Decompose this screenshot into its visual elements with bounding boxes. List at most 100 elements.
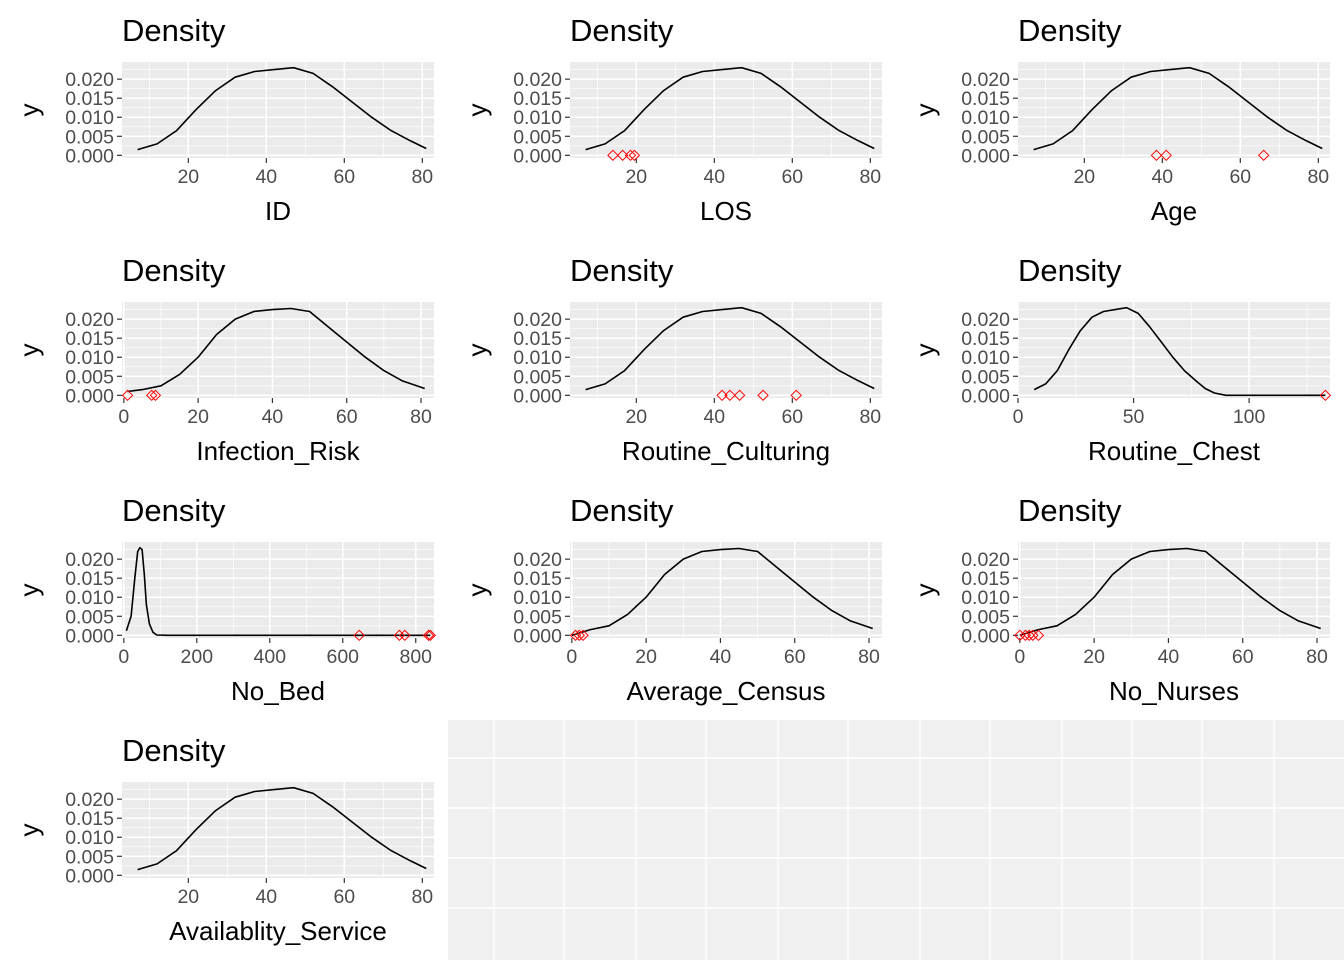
- x-tick-label: 100: [1233, 406, 1266, 428]
- x-tick-label: 400: [254, 646, 287, 668]
- outlier-marker: [724, 389, 736, 402]
- panel-background: [1018, 542, 1330, 638]
- x-axis-label: Infection_Risk: [196, 436, 360, 466]
- empty-panel-area: [448, 720, 1344, 960]
- outlier-marker: [1032, 629, 1045, 642]
- y-tick-label: 0.005: [65, 366, 114, 388]
- x-axis-label: ID: [265, 196, 291, 226]
- x-tick-label: 80: [411, 886, 433, 908]
- y-tick-label: 0.010: [513, 587, 562, 609]
- outlier-marker: [121, 389, 134, 402]
- outlier-marker: [1014, 629, 1026, 642]
- y-axis-label: y: [14, 824, 44, 837]
- x-tick-label: 60: [333, 886, 355, 908]
- x-tick-label: 40: [703, 166, 725, 188]
- y-tick-label: 0.015: [513, 328, 562, 350]
- density-line: [125, 546, 431, 637]
- panel-title: Density: [122, 13, 226, 48]
- outlier-marker: [1150, 149, 1163, 162]
- x-tick-label: 20: [187, 406, 209, 428]
- panel-background: [122, 302, 434, 398]
- y-tick-label: 0.010: [65, 347, 114, 369]
- x-tick-label: 60: [781, 406, 803, 428]
- panel-background: [122, 62, 434, 158]
- panel-background: [1018, 62, 1330, 158]
- x-tick-label: 20: [1083, 646, 1105, 668]
- x-tick-label: 40: [262, 406, 284, 428]
- x-tick-label: 80: [859, 406, 881, 428]
- x-tick-label: 20: [177, 166, 199, 188]
- y-tick-label: 0.010: [513, 107, 562, 129]
- y-tick-label: 0.015: [513, 568, 562, 590]
- y-axis-label: y: [14, 104, 44, 117]
- y-axis-label: y: [910, 104, 940, 117]
- x-tick-label: 20: [625, 406, 647, 428]
- x-tick-label: 60: [336, 406, 358, 428]
- y-tick-label: 0.005: [65, 606, 114, 628]
- x-tick-label: 80: [410, 406, 432, 428]
- y-tick-label: 0.010: [513, 347, 562, 369]
- x-tick-label: 0: [118, 646, 129, 668]
- outlier-marker: [716, 389, 728, 402]
- panel-background: [122, 542, 434, 638]
- y-tick-label: 0.020: [65, 549, 114, 571]
- panel-title: Density: [1018, 493, 1122, 528]
- outlier-marker: [353, 629, 365, 642]
- y-tick-label: 0.005: [65, 126, 114, 148]
- x-tick-label: 80: [859, 166, 881, 188]
- panel-title: Density: [1018, 253, 1122, 288]
- y-axis-label: y: [14, 584, 44, 597]
- panel-background: [570, 62, 882, 158]
- y-tick-label: 0.015: [65, 88, 114, 110]
- y-tick-label: 0.020: [513, 549, 562, 571]
- y-tick-label: 0.020: [513, 309, 562, 331]
- y-tick-label: 0.015: [961, 88, 1010, 110]
- y-tick-label: 0.000: [513, 625, 562, 647]
- x-tick-label: 80: [1307, 166, 1329, 188]
- x-tick-label: 80: [411, 166, 433, 188]
- empty-background: [448, 720, 1344, 960]
- x-tick-label: 40: [1158, 646, 1180, 668]
- outlier-marker: [1160, 149, 1172, 162]
- panel-title: Density: [122, 253, 226, 288]
- y-axis-label: y: [910, 584, 940, 597]
- x-axis-label: No_Bed: [231, 676, 325, 706]
- x-tick-label: 800: [399, 646, 432, 668]
- density-line: [1033, 66, 1323, 151]
- x-tick-label: 0: [1013, 406, 1024, 428]
- y-tick-label: 0.005: [961, 126, 1010, 148]
- x-tick-label: 60: [781, 166, 803, 188]
- density-line: [585, 306, 875, 391]
- x-tick-label: 60: [1229, 166, 1251, 188]
- outlier-marker: [757, 389, 769, 402]
- x-tick-label: 40: [703, 406, 725, 428]
- x-axis-label: Routine_Culturing: [622, 436, 830, 466]
- density-line: [127, 307, 425, 393]
- outlier-marker: [790, 389, 802, 402]
- y-tick-label: 0.010: [961, 347, 1010, 369]
- density-line: [571, 547, 873, 637]
- density-line: [1033, 306, 1326, 397]
- outlier-marker: [733, 389, 746, 402]
- x-tick-label: 60: [784, 646, 806, 668]
- outlier-marker: [422, 629, 435, 642]
- x-tick-label: 40: [255, 886, 277, 908]
- y-tick-label: 0.010: [65, 587, 114, 609]
- y-tick-label: 0.015: [65, 328, 114, 350]
- x-axis-label: Age: [1151, 196, 1197, 226]
- y-tick-label: 0.005: [513, 366, 562, 388]
- outlier-marker: [1027, 629, 1039, 642]
- y-axis-label: y: [910, 344, 940, 357]
- x-tick-label: 50: [1123, 406, 1145, 428]
- panel-background: [570, 302, 882, 398]
- panel-title: Density: [1018, 13, 1122, 48]
- y-tick-label: 0.015: [65, 808, 114, 830]
- y-tick-label: 0.000: [65, 625, 114, 647]
- y-tick-label: 0.015: [513, 88, 562, 110]
